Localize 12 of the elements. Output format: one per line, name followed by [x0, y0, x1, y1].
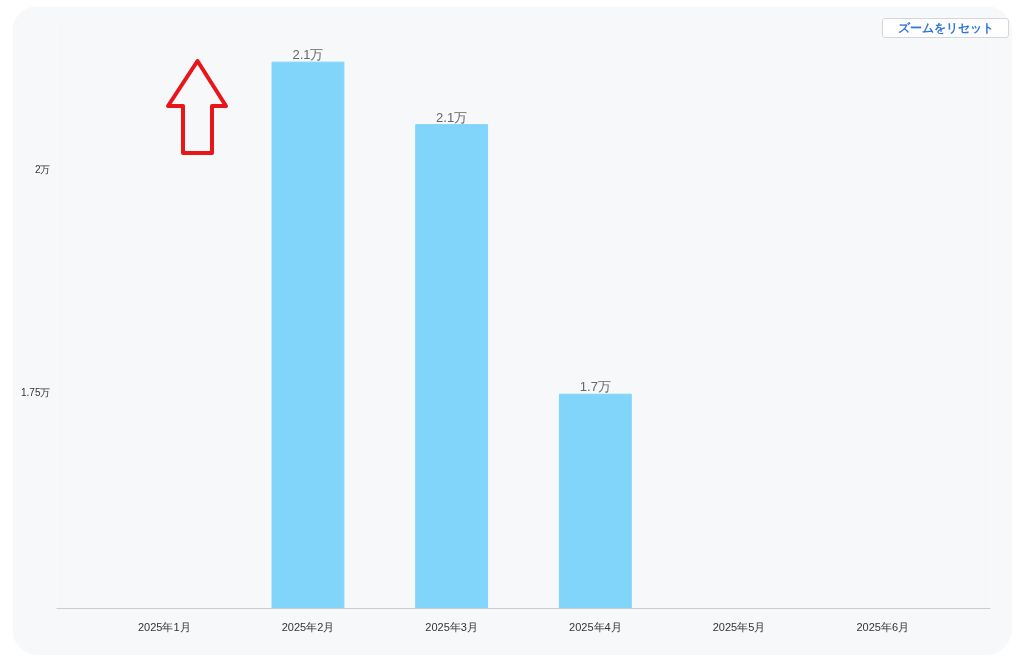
x-tick-label: 2025年3月	[425, 620, 478, 633]
data-label: 2.1万	[292, 47, 324, 63]
x-tick-label: 2025年1月	[137, 620, 191, 633]
annotation: ズームをリセット	[882, 18, 1009, 38]
x-tick-label: 2025年6月	[856, 620, 910, 633]
x-tick-label: 2025年2月	[281, 620, 335, 633]
data-label: 2.1万	[436, 109, 468, 125]
y-tick-label: 1.75万	[21, 386, 51, 398]
x-tick-label: 2025年5月	[712, 620, 766, 633]
data-label: 1.7万	[579, 379, 611, 395]
x-tick-label: 2025年4月	[569, 620, 622, 633]
y-tick-label: 2万	[34, 163, 51, 175]
